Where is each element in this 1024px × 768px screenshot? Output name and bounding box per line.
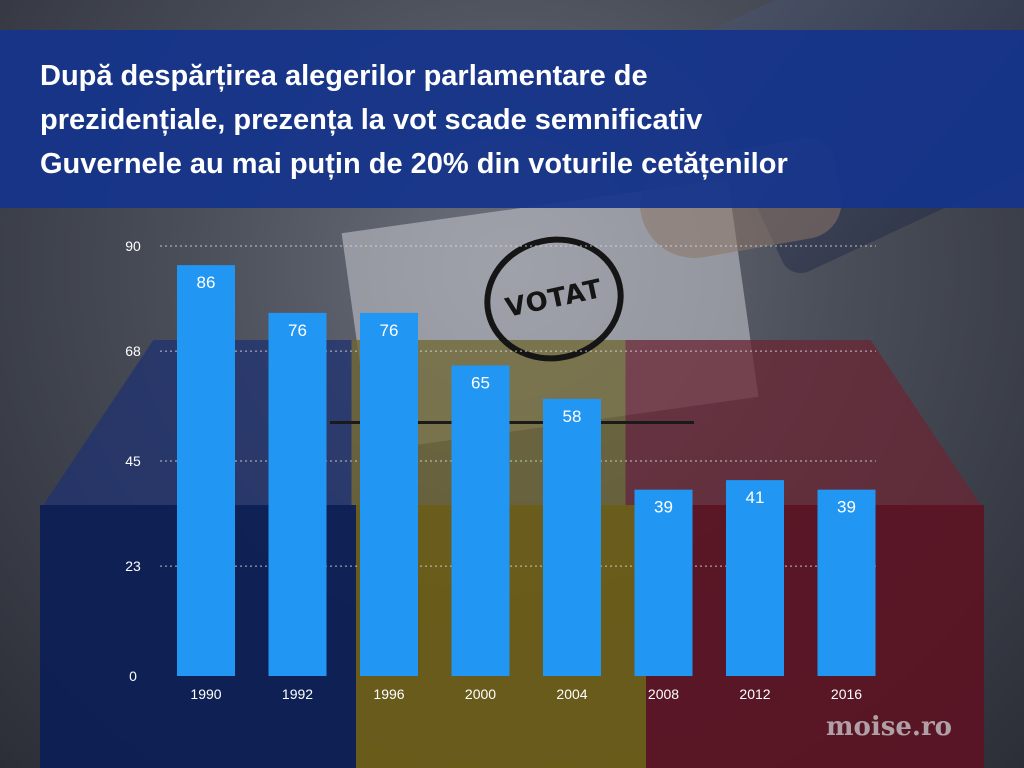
data-label: 76 bbox=[380, 321, 399, 340]
bar bbox=[268, 312, 327, 676]
x-tick-label: 2008 bbox=[648, 686, 679, 702]
bar bbox=[817, 489, 876, 676]
y-tick-label: 23 bbox=[125, 558, 141, 574]
bar bbox=[451, 365, 510, 676]
bar bbox=[543, 398, 601, 676]
title-line-2: prezidențiale, prezența la vot scade sem… bbox=[40, 104, 703, 136]
x-tick-label: 2004 bbox=[556, 686, 587, 702]
data-label: 76 bbox=[288, 321, 307, 340]
title-line-1: După despărțirea alegerilor parlamentare… bbox=[40, 60, 648, 92]
bar bbox=[726, 480, 784, 676]
watermark: moise.ro bbox=[826, 712, 953, 742]
x-tick-label: 2016 bbox=[831, 686, 862, 702]
x-tick-label: 1992 bbox=[282, 686, 313, 702]
x-tick-label: 2012 bbox=[739, 686, 770, 702]
data-label: 39 bbox=[654, 498, 673, 517]
bar bbox=[360, 312, 418, 676]
title-banner: După despărțirea alegerilor parlamentare… bbox=[0, 30, 1024, 208]
data-label: 39 bbox=[837, 498, 856, 517]
data-label: 86 bbox=[197, 273, 216, 292]
y-tick-label: 68 bbox=[125, 343, 141, 359]
x-tick-label: 1990 bbox=[190, 686, 221, 702]
ballot-box-slot bbox=[330, 421, 694, 424]
data-label: 41 bbox=[746, 488, 765, 507]
bar bbox=[634, 489, 693, 676]
y-tick-label: 90 bbox=[125, 238, 141, 254]
y-tick-label: 45 bbox=[125, 453, 141, 469]
data-label: 65 bbox=[471, 373, 490, 392]
tricolor-red-panel bbox=[646, 505, 984, 768]
title-line-3: Guvernele au mai puțin de 20% din voturi… bbox=[40, 148, 788, 180]
data-label: 58 bbox=[563, 407, 582, 426]
y-tick-label: 0 bbox=[129, 668, 137, 684]
bar bbox=[177, 265, 235, 676]
x-tick-label: 1996 bbox=[373, 686, 404, 702]
x-tick-label: 2000 bbox=[465, 686, 496, 702]
